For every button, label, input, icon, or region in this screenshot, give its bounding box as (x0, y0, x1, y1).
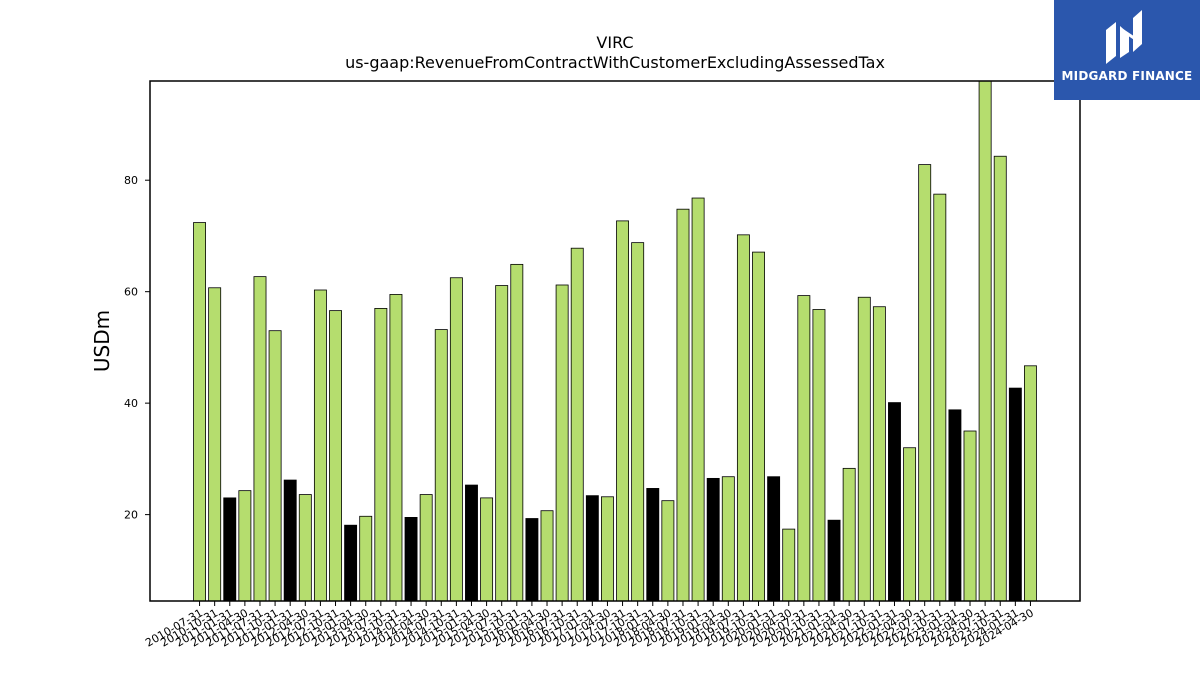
bar (419, 494, 433, 602)
bar (918, 164, 932, 602)
bar (253, 276, 267, 602)
bar (525, 518, 539, 602)
bar (495, 285, 509, 602)
bar (223, 497, 237, 602)
y-tick-label: 60 (124, 286, 138, 299)
logo-text: MIDGARD FINANCE (1061, 69, 1193, 83)
bar (842, 467, 856, 602)
bar (948, 409, 962, 602)
y-tick-label: 80 (124, 174, 138, 187)
bar (329, 310, 342, 602)
bar (888, 402, 901, 602)
y-axis: 20 40 60 80 (124, 174, 150, 522)
bar (752, 251, 765, 602)
y-axis-label: USDm (90, 310, 114, 372)
midgard-m-logo-icon (1106, 10, 1142, 64)
x-axis: 2010-07-312010-10-312011-01-312011-04-30… (143, 601, 1036, 650)
bar (344, 524, 358, 602)
bar (706, 477, 720, 602)
y-tick-label: 20 (124, 509, 138, 522)
bar (389, 294, 403, 602)
bar (313, 289, 327, 602)
bar (978, 80, 992, 602)
bar (238, 490, 252, 602)
bar (268, 330, 282, 602)
bar (359, 515, 373, 602)
bar (1024, 365, 1037, 602)
bar (721, 476, 735, 602)
bar (601, 496, 614, 602)
chart-title: VIRC (596, 33, 633, 52)
bar (782, 528, 796, 602)
bar (872, 306, 886, 602)
bar (616, 220, 630, 602)
bar (585, 495, 599, 602)
bar (661, 500, 675, 602)
bar (691, 197, 705, 602)
bar (1008, 387, 1022, 602)
bar (736, 234, 750, 602)
bar (767, 476, 781, 602)
bar (676, 208, 690, 602)
bar (797, 295, 811, 602)
bar (993, 155, 1007, 602)
bar (480, 497, 494, 602)
bar (510, 263, 524, 602)
bar (208, 287, 222, 602)
bar (374, 307, 388, 602)
bar (434, 329, 448, 602)
bar (857, 296, 871, 602)
bars-group (193, 80, 1037, 602)
chart-subtitle: us-gaap:RevenueFromContractWithCustomerE… (345, 53, 885, 72)
bar (570, 247, 584, 602)
bar (933, 193, 947, 602)
y-tick-label: 40 (124, 397, 138, 410)
plot-frame (149, 80, 1081, 602)
bar (404, 517, 418, 602)
bar (465, 484, 478, 602)
midgard-finance-logo: MIDGARD FINANCE (1054, 0, 1200, 100)
bar (631, 242, 645, 602)
bar (540, 510, 554, 602)
bar (963, 430, 977, 602)
bar (283, 479, 297, 602)
bar (298, 494, 312, 602)
bar (555, 284, 569, 602)
bar (646, 488, 660, 602)
bar (827, 519, 841, 602)
bar (903, 447, 917, 602)
bar (812, 309, 826, 602)
bar (193, 222, 206, 602)
bar (449, 277, 463, 602)
